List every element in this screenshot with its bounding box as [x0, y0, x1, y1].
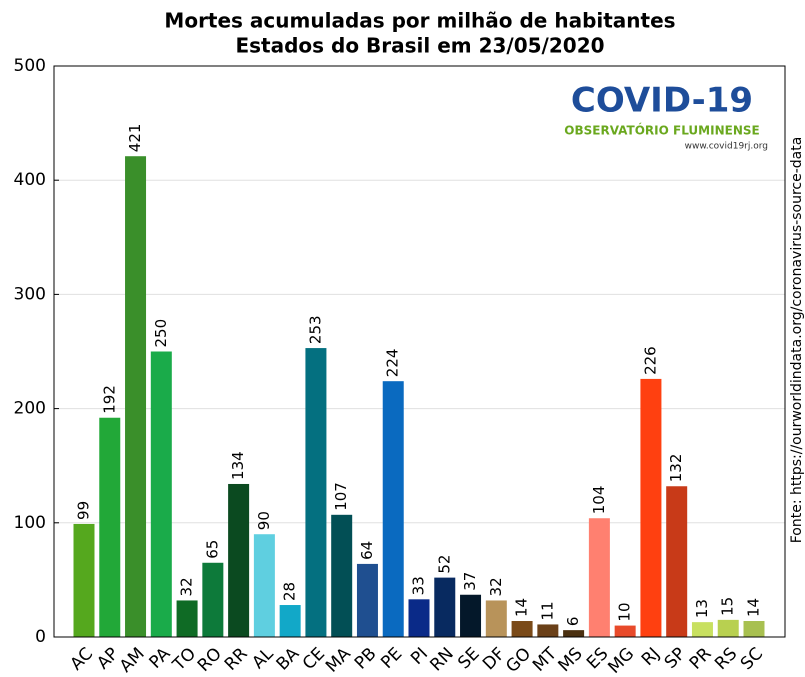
value-label: 107: [332, 482, 350, 511]
y-tick-label: 300: [14, 284, 46, 304]
value-label: 6: [564, 617, 582, 627]
y-tick-label: 500: [14, 56, 46, 76]
bar: [150, 351, 172, 637]
bar: [691, 622, 713, 637]
value-label: 14: [513, 598, 531, 617]
logo-title: COVID-19: [571, 81, 753, 121]
value-label: 192: [100, 385, 118, 414]
value-label: 134: [229, 451, 247, 480]
value-label: 15: [719, 597, 737, 616]
x-tick-label: MS: [555, 644, 587, 676]
bar: [408, 599, 430, 637]
bar: [73, 523, 95, 637]
bar: [666, 486, 688, 637]
x-tick-label: MG: [604, 644, 638, 677]
bar: [640, 378, 662, 637]
value-label: 65: [203, 540, 221, 559]
bar: [434, 577, 456, 637]
bar: [331, 514, 353, 637]
x-tick-label: SC: [737, 644, 767, 674]
bar: [176, 600, 198, 637]
logo-url: www.covid19rj.org: [685, 142, 768, 152]
x-tick-label: PI: [407, 644, 432, 669]
plot-frame: [53, 65, 786, 638]
bar: [588, 518, 610, 637]
x-tick-label: SP: [661, 644, 690, 673]
value-label: 14: [745, 598, 763, 617]
value-label: 52: [435, 555, 453, 574]
value-label: 132: [667, 454, 685, 483]
source-note: Fonte: https://ourworldindata.org/corona…: [789, 137, 805, 544]
value-label: 10: [616, 602, 634, 621]
value-label: 28: [281, 582, 299, 601]
value-label: 13: [693, 599, 711, 618]
value-label: 90: [255, 511, 273, 530]
value-label: 11: [538, 601, 556, 620]
value-label: 32: [487, 577, 505, 596]
y-tick-label: 100: [14, 513, 46, 533]
value-label: 226: [641, 346, 659, 375]
value-label: 33: [410, 576, 428, 595]
value-label: 32: [178, 577, 196, 596]
bar: [563, 630, 585, 637]
bar: [125, 156, 147, 637]
x-tick-label: RR: [221, 644, 252, 675]
y-tick-label: 0: [35, 627, 46, 647]
chart-title: Mortes acumuladas por milhão de habitant…: [164, 9, 675, 33]
bar: [253, 534, 275, 637]
x-tick-label: AM: [116, 644, 149, 677]
bar: [356, 563, 378, 637]
value-label: 250: [152, 319, 170, 348]
bar: [202, 562, 224, 637]
x-tick-label: MA: [322, 644, 355, 677]
bar: [228, 483, 250, 637]
x-tick-label: PE: [377, 644, 406, 673]
value-label: 253: [306, 315, 324, 344]
value-label: 421: [126, 124, 144, 153]
value-label: 64: [358, 541, 376, 560]
x-tick-label: PA: [146, 644, 175, 673]
chart-subtitle: Estados do Brasil em 23/05/2020: [235, 34, 604, 58]
bar: [460, 594, 482, 637]
value-label: 99: [75, 501, 93, 520]
y-tick-label: 400: [14, 170, 46, 190]
value-label: 224: [384, 349, 402, 378]
bar: [511, 621, 533, 637]
plot-area: 010020030040050099AC192AP421AM250PA32TO6…: [14, 56, 785, 677]
bar: [485, 600, 507, 637]
bar: [382, 381, 404, 637]
bar: [279, 605, 301, 637]
logo-subtitle: OBSERVATÓRIO FLUMINENSE: [564, 123, 759, 138]
x-tick-label: RN: [426, 644, 457, 675]
bar: [743, 621, 765, 637]
bar: [537, 624, 559, 637]
bar: [614, 625, 636, 637]
x-tick-label: RJ: [638, 644, 664, 670]
y-tick-label: 200: [14, 399, 46, 419]
value-label: 104: [590, 486, 608, 515]
value-label: 37: [461, 572, 479, 591]
bar: [99, 417, 121, 637]
bar: [305, 348, 327, 637]
bar: [717, 619, 739, 637]
